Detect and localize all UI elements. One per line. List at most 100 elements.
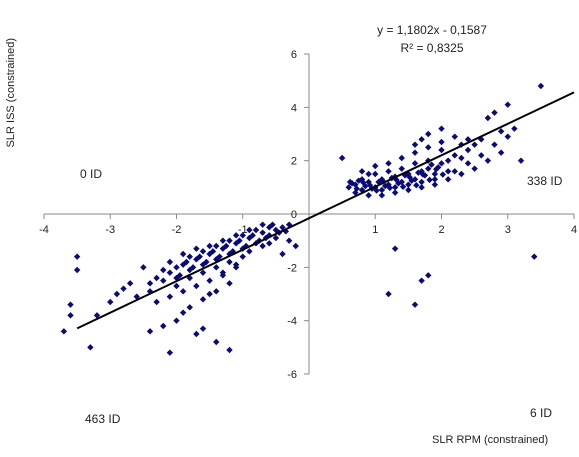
data-point — [484, 114, 492, 122]
data-point — [386, 184, 394, 192]
data-point — [199, 269, 207, 276]
data-point — [219, 245, 227, 252]
data-point — [93, 312, 101, 319]
data-point — [497, 128, 505, 135]
data-point — [345, 184, 352, 191]
data-point — [259, 242, 266, 250]
data-point — [425, 165, 432, 172]
data-point — [438, 160, 445, 167]
data-point — [405, 186, 412, 194]
x-tick-label: 1 — [372, 224, 378, 236]
data-point — [126, 280, 134, 287]
data-point — [484, 157, 492, 164]
data-point — [372, 162, 379, 170]
data-point — [517, 157, 525, 164]
data-point — [399, 183, 407, 190]
data-point — [438, 125, 445, 132]
data-point — [398, 178, 405, 186]
y-tick-label: 0 — [291, 209, 297, 221]
data-point — [398, 165, 405, 172]
data-point — [504, 101, 511, 108]
data-point — [418, 136, 425, 143]
data-point — [259, 221, 266, 228]
data-point — [173, 317, 180, 324]
data-point — [249, 232, 256, 239]
data-point — [366, 182, 374, 189]
tick-labels: -4 -3 -2 -1 1 2 3 4 -6 -4 -2 0 2 4 6 — [39, 49, 577, 381]
data-point — [246, 248, 253, 255]
quadrant-label-top-right: 338 ID — [527, 174, 563, 188]
data-point — [259, 229, 266, 236]
x-tick-label: -3 — [105, 224, 115, 236]
data-point — [444, 157, 452, 164]
trendline-r2: R² = 0,8325 — [400, 41, 463, 55]
data-point — [193, 256, 200, 263]
data-point — [179, 250, 187, 258]
data-point — [213, 338, 220, 346]
data-point — [199, 248, 207, 255]
data-point — [439, 171, 447, 178]
data-point — [213, 242, 220, 250]
data-point — [193, 245, 200, 252]
data-point — [338, 154, 346, 162]
quadrant-label-bottom-right: 6 ID — [530, 406, 552, 420]
x-tick-label: -2 — [172, 224, 182, 236]
data-point — [346, 178, 354, 186]
data-point — [113, 290, 121, 298]
data-point — [67, 312, 74, 319]
data-point — [226, 280, 233, 287]
data-point — [365, 178, 372, 186]
data-point — [173, 274, 180, 282]
x-tick-label: -4 — [39, 224, 49, 236]
data-point — [372, 170, 379, 178]
data-point — [246, 234, 253, 242]
data-point — [232, 232, 240, 239]
data-point — [411, 301, 419, 308]
y-tick-label: -2 — [287, 262, 297, 274]
data-point — [415, 169, 422, 176]
data-point — [219, 269, 227, 276]
data-point — [425, 144, 432, 151]
data-point — [269, 221, 276, 228]
data-point — [464, 160, 472, 167]
data-point — [438, 146, 445, 154]
data-point — [464, 146, 472, 154]
data-point — [425, 272, 432, 279]
data-point — [491, 109, 498, 116]
data-point — [160, 266, 167, 274]
data-point — [431, 181, 439, 188]
data-point — [209, 248, 217, 255]
data-point — [531, 253, 538, 260]
data-point — [362, 182, 369, 190]
data-point — [232, 261, 240, 268]
data-point — [173, 264, 180, 271]
data-point — [431, 170, 439, 178]
data-point — [226, 258, 233, 266]
data-point — [458, 154, 465, 162]
data-point — [199, 261, 207, 268]
data-point — [358, 168, 366, 175]
data-point — [186, 304, 193, 311]
data-point — [213, 288, 220, 295]
data-point — [360, 179, 367, 186]
data-point — [425, 130, 432, 138]
data-point — [73, 266, 81, 274]
data-point — [186, 253, 193, 260]
data-point — [373, 187, 380, 194]
data-point — [229, 248, 237, 255]
scatter-points — [60, 82, 545, 356]
data-point — [226, 250, 233, 258]
data-point — [272, 226, 280, 234]
data-point — [411, 160, 419, 167]
data-point — [471, 165, 478, 172]
data-point — [179, 288, 187, 295]
data-point — [378, 192, 386, 199]
data-point — [67, 301, 74, 308]
data-point — [458, 170, 465, 178]
data-point — [428, 161, 435, 168]
data-point — [199, 296, 207, 303]
data-point — [375, 178, 382, 186]
data-point — [146, 328, 154, 335]
data-point — [206, 242, 213, 250]
